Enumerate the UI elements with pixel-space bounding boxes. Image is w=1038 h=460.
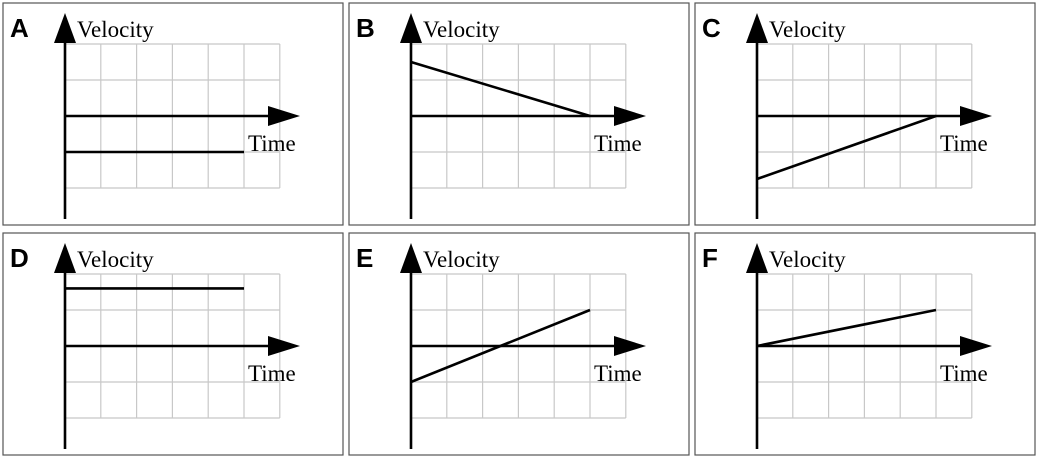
- panel-letter: A: [10, 13, 29, 43]
- velocity-line: [756, 114, 937, 181]
- x-axis-arrowhead: [960, 106, 992, 126]
- panel-f: F Velocity Time: [694, 232, 1036, 456]
- x-axis-label: Time: [940, 131, 988, 156]
- y-axis-label: Velocity: [423, 17, 500, 42]
- x-axis-arrowhead: [268, 336, 300, 356]
- y-axis-label: Velocity: [769, 247, 846, 272]
- y-axis-arrowhead: [54, 13, 76, 43]
- panel-a: A Velocity Time: [2, 2, 344, 226]
- panel-c: C Velocity Time: [694, 2, 1036, 226]
- x-axis-label: Time: [594, 361, 642, 386]
- grid: [65, 43, 281, 189]
- x-axis-arrowhead: [614, 336, 646, 356]
- velocity-line: [410, 308, 591, 384]
- panel-letter: B: [356, 13, 375, 43]
- y-axis-arrowhead: [746, 243, 768, 273]
- x-axis-arrowhead: [614, 106, 646, 126]
- y-axis-label: Velocity: [77, 17, 154, 42]
- y-axis-arrowhead: [54, 243, 76, 273]
- x-axis-arrowhead: [960, 336, 992, 356]
- x-axis-label: Time: [248, 361, 296, 386]
- x-axis-label: Time: [594, 131, 642, 156]
- panel-letter: D: [10, 243, 29, 273]
- y-axis-label: Velocity: [423, 247, 500, 272]
- x-axis-label: Time: [248, 131, 296, 156]
- panel-d: D Velocity Time: [2, 232, 344, 456]
- y-axis-arrowhead: [400, 13, 422, 43]
- y-axis-arrowhead: [746, 13, 768, 43]
- y-axis-arrowhead: [400, 243, 422, 273]
- panel-letter: C: [702, 13, 721, 43]
- panel-e: E Velocity Time: [348, 232, 690, 456]
- panel-letter: E: [356, 243, 373, 273]
- x-axis-arrowhead: [268, 106, 300, 126]
- y-axis-label: Velocity: [77, 247, 154, 272]
- y-axis-label: Velocity: [769, 17, 846, 42]
- x-axis-label: Time: [940, 361, 988, 386]
- velocity-line: [756, 308, 937, 348]
- panel-letter: F: [702, 243, 718, 273]
- panel-b: B Velocity Time: [348, 2, 690, 226]
- velocity-line: [410, 60, 591, 118]
